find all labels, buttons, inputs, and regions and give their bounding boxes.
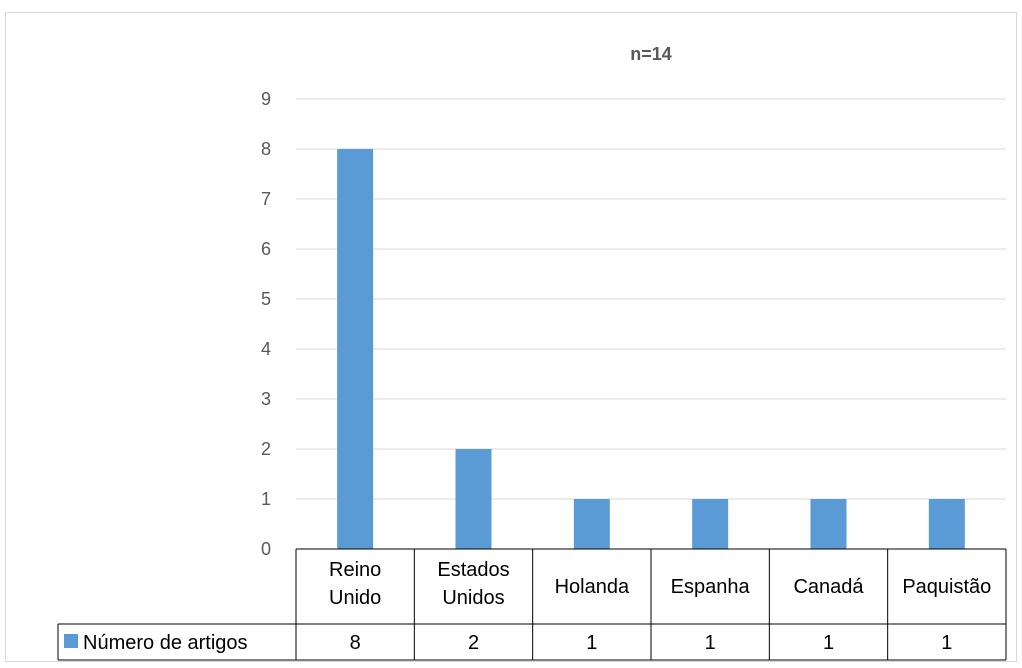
- y-tick-label: 8: [261, 139, 271, 159]
- y-tick-label: 9: [261, 89, 271, 109]
- bar: [573, 499, 610, 549]
- category-label: Paquistão: [902, 576, 991, 598]
- y-tick-label: 2: [261, 439, 271, 459]
- category-label: Holanda: [555, 576, 630, 598]
- y-tick-label: 3: [261, 389, 271, 409]
- bars: [337, 149, 965, 549]
- bar: [455, 449, 492, 549]
- y-tick-label: 4: [261, 339, 271, 359]
- series-name: Número de artigos: [83, 632, 248, 654]
- value-cell: 1: [586, 632, 597, 654]
- y-tick-label: 0: [261, 539, 271, 559]
- value-cell: 8: [350, 632, 361, 654]
- chart-frame: [5, 12, 1017, 662]
- y-tick-label: 7: [261, 189, 271, 209]
- chart-title: n=14: [630, 44, 672, 64]
- legend-key: [64, 634, 78, 648]
- y-tick-label: 6: [261, 239, 271, 259]
- bar: [692, 499, 729, 549]
- data-table: Reino Unido Estados Unidos Holanda Espanha Can…: [57, 548, 1007, 661]
- bar: [810, 499, 847, 549]
- y-tick-label: 1: [261, 489, 271, 509]
- gridlines: [296, 98, 1006, 500]
- category-label: Estados Unidos: [437, 559, 509, 609]
- category-label: Espanha: [671, 576, 751, 598]
- value-cell: 1: [823, 632, 834, 654]
- value-cell: 1: [941, 632, 952, 654]
- y-tick-label: 5: [261, 289, 271, 309]
- value-cell: 2: [468, 632, 479, 654]
- category-label: Canadá: [793, 576, 864, 598]
- bar: [337, 149, 374, 549]
- category-label: Reino Unido: [329, 559, 381, 609]
- value-cell: 1: [705, 632, 716, 654]
- bar: [928, 499, 965, 549]
- y-axis-ticks: 0 1 2 3 4 5 6 7 8 9: [261, 89, 271, 559]
